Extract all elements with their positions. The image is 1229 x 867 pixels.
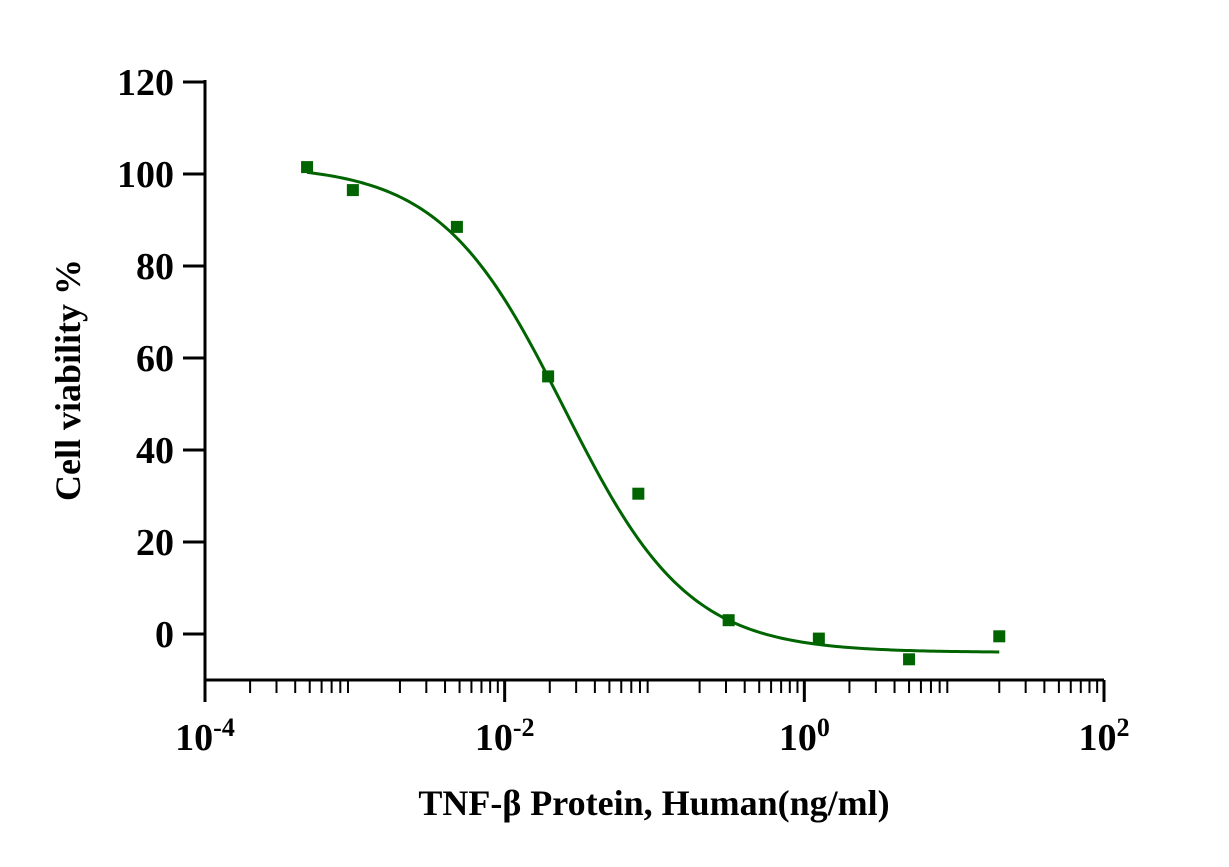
fit-curve [306,170,1000,654]
y-tick-label: 120 [117,62,174,104]
data-point [346,184,359,197]
y-tick-label: 20 [136,522,174,564]
y-tick-label: 0 [155,614,174,656]
data-point [722,614,735,627]
y-axis-title: Cell viability % [48,259,88,501]
x-tick-label: 100 [779,713,830,759]
data-point [812,632,825,645]
x-ticks: 10-4 10-2 100 102 [175,680,1130,759]
x-tick-label: 10-2 [475,713,535,759]
y-tick-label: 60 [136,338,174,380]
x-tick-label: 102 [1079,713,1130,759]
data-points [301,161,1006,666]
axes [203,80,1104,682]
y-tick-label: 80 [136,246,174,288]
data-point [450,220,463,233]
data-point [301,161,314,174]
y-ticks: 0 20 40 60 80 100 120 [117,62,205,656]
x-tick-label: 10-4 [175,713,235,759]
y-tick-label: 100 [117,154,174,196]
y-tick-label: 40 [136,430,174,472]
x-axis-title: TNF-β Protein, Human(ng/ml) [418,783,889,823]
data-point [993,630,1006,643]
data-point [542,370,555,383]
data-point [903,653,916,666]
data-point [632,487,645,500]
